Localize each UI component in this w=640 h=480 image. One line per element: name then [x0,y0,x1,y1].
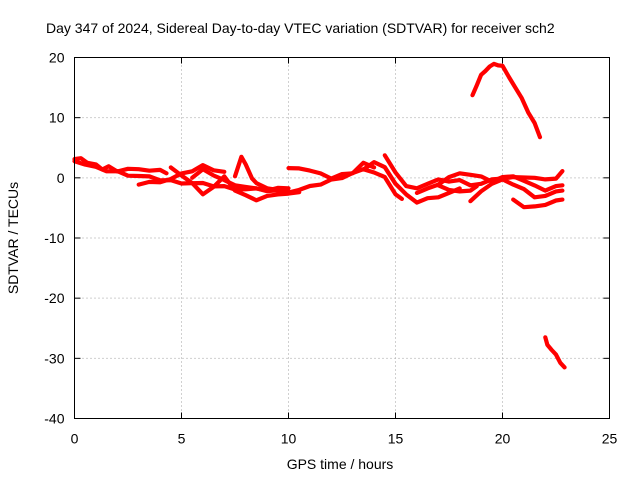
series-arc-11 [436,183,479,194]
grid-lines [74,57,610,419]
x-tick-label: 0 [71,431,79,447]
y-tick-label: 0 [57,170,65,186]
series-arc-12 [468,177,565,204]
chart-title: Day 347 of 2024, Sidereal Day-to-day VTE… [46,20,555,36]
series-arc-15 [543,335,567,370]
series-arc-4 [168,165,302,203]
series-arc-9 [382,153,565,191]
series-arc-7 [286,160,377,181]
data-series [72,61,567,370]
x-tick-label: 10 [281,431,297,447]
x-tick-label: 25 [602,431,618,447]
x-axis-label: GPS time / hours [287,456,394,472]
x-tick-label: 5 [178,431,186,447]
y-tick-label: 10 [49,110,65,126]
series-arc-14 [470,61,543,140]
x-tick-label: 15 [388,431,404,447]
series-arc-13 [511,197,565,210]
y-tick-label: -30 [44,350,64,366]
series-arc-8 [361,160,462,205]
y-tick-label: -40 [44,411,64,427]
series-arc-6 [232,154,291,194]
y-axis-label: SDTVAR / TECUs [5,182,21,294]
y-tick-label: 20 [49,50,65,66]
series-arc-2 [72,156,169,176]
y-tick-label: -10 [44,230,64,246]
axis-ticks: 0 5 10 15 20 25 -40 -30 -20 -10 0 10 20 [44,50,617,447]
x-tick-label: 20 [495,431,511,447]
y-tick-label: -20 [44,290,64,306]
